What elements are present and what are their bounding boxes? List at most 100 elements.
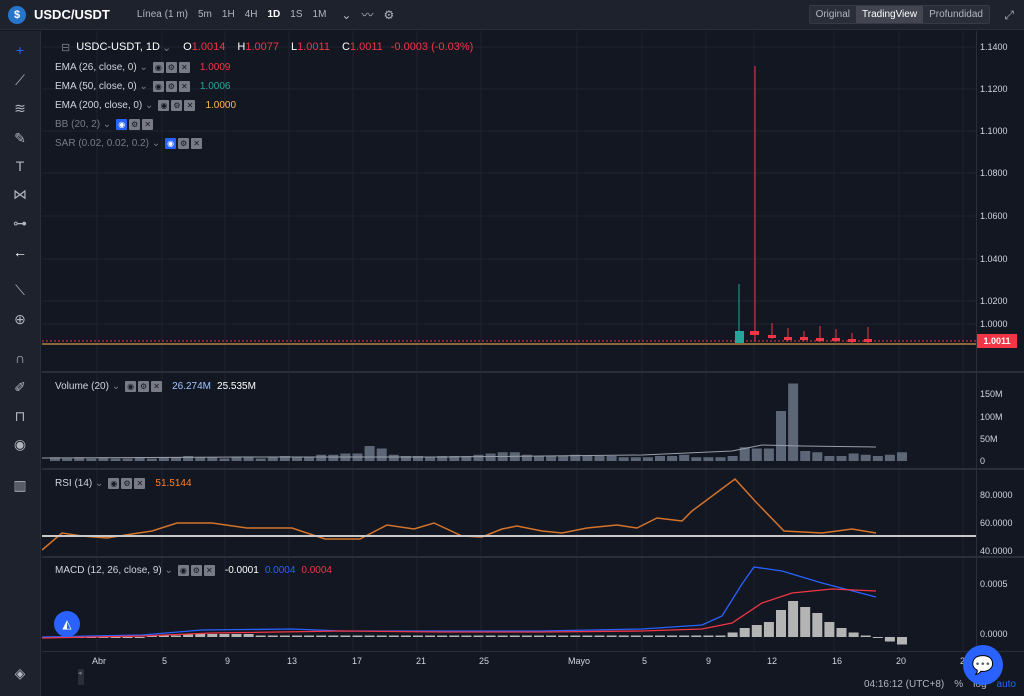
text-icon[interactable]: T [15, 158, 25, 174]
settings-gear-icon[interactable]: ⚙ [383, 7, 395, 22]
magnet-icon[interactable]: ∩ [14, 350, 26, 366]
eye-icon[interactable]: ◉ [152, 81, 164, 92]
eye-off-icon[interactable]: ◉ [165, 138, 177, 149]
pattern-icon[interactable]: ⋈ [13, 186, 27, 202]
time-tick: 20 [896, 656, 907, 666]
eye-icon[interactable]: ◉ [125, 381, 137, 392]
chart-type-icon[interactable]: 〰 [361, 8, 374, 22]
macd-histogram-bar [582, 635, 593, 637]
brush-icon[interactable]: ✎ [14, 130, 26, 146]
eye-icon[interactable]: ◉ [13, 436, 27, 452]
gear-icon[interactable]: ⚙ [178, 138, 190, 149]
eye-icon[interactable]: ◉ [177, 565, 189, 576]
macd-histogram-bar [800, 607, 811, 637]
measure-icon[interactable]: ⊶ [13, 215, 27, 231]
fullscreen-icon[interactable]: ⤢ [1004, 8, 1014, 22]
chevron-down-icon[interactable]: ⌄ [341, 7, 352, 22]
time-axis[interactable] [42, 651, 1024, 675]
volume-bar [376, 448, 387, 461]
volume-legend[interactable]: Volume (20) ⌄ ◉ ⚙ ✕ 26.274M 25.535M [55, 381, 256, 392]
macd-histogram-bar [267, 635, 278, 637]
interval-4h[interactable]: 4H [244, 9, 258, 20]
expand-toolbar-icon[interactable]: ◂ [78, 669, 84, 685]
gear-icon[interactable]: ⚙ [138, 381, 150, 392]
indicator-ema-200[interactable]: EMA (200, close, 0) ⌄ ◉ ⚙ ✕ 1.0000 [55, 100, 236, 111]
close-icon[interactable]: ✕ [142, 119, 154, 130]
gear-icon[interactable]: ⚙ [165, 81, 177, 92]
interval-1m-month[interactable]: 1M [312, 9, 327, 20]
chevron-down-icon[interactable]: ⌄ [136, 81, 148, 92]
volume-bar [606, 456, 617, 461]
gear-icon[interactable]: ⚙ [165, 62, 177, 73]
gear-icon[interactable]: ⚙ [190, 565, 202, 576]
macd-histogram-bar [171, 635, 181, 637]
indicator-sar[interactable]: SAR (0.02, 0.02, 0.2) ⌄ ◉ ⚙ ✕ [55, 138, 204, 149]
price-axis[interactable] [976, 31, 1024, 651]
indicator-ema-50[interactable]: EMA (50, close, 0) ⌄ ◉ ⚙ ✕ 1.0006 [55, 81, 230, 92]
chart-canvas[interactable] [42, 31, 1024, 696]
close-icon[interactable]: ✕ [151, 381, 163, 392]
view-original[interactable]: Original [809, 6, 857, 23]
trendline-icon[interactable]: ⟋ [15, 72, 25, 88]
fib-icon[interactable]: ≋ [14, 100, 26, 116]
interval-1w[interactable]: 1S [290, 9, 303, 20]
symbol-selector[interactable]: $ USDC/USDT [8, 5, 110, 24]
chevron-down-icon[interactable]: ⌄ [92, 478, 104, 489]
indicator-ema-26[interactable]: EMA (26, close, 0) ⌄ ◉ ⚙ ✕ 1.0009 [55, 62, 230, 73]
trash-icon[interactable]: ▥ [13, 477, 27, 493]
eye-icon[interactable]: ◉ [108, 478, 120, 489]
interval-1d[interactable]: 1D [267, 9, 281, 20]
interval-line-1m[interactable]: Línea (1 m) [136, 9, 188, 20]
macd-histogram-bar [110, 637, 121, 638]
gear-icon[interactable]: ⚙ [171, 100, 183, 111]
gear-icon[interactable]: ⚙ [129, 119, 141, 130]
chevron-down-icon[interactable]: ⌄ [148, 138, 161, 149]
percent-toggle[interactable]: % [954, 679, 964, 690]
rsi-legend[interactable]: RSI (14) ⌄ ◉ ⚙ ✕ 51.5144 [55, 478, 192, 489]
indicator-actions: ◉ ⚙ ✕ [152, 62, 192, 73]
volume-bar [521, 454, 532, 461]
close-icon[interactable]: ✕ [184, 100, 196, 111]
eye-icon[interactable]: ◉ [158, 100, 170, 111]
chevron-down-icon[interactable]: ⌄ [161, 565, 173, 576]
macd-legend[interactable]: MACD (12, 26, close, 9) ⌄ ◉ ⚙ ✕ -0.0001 0.… [55, 565, 332, 576]
interval-5m[interactable]: 5m [197, 9, 212, 20]
chevron-down-icon[interactable]: ⌄ [136, 62, 148, 73]
macd-histogram-bar [739, 628, 750, 637]
chevron-down-icon[interactable]: ⌄ [100, 119, 112, 130]
eye-off-icon[interactable]: ◉ [116, 119, 128, 130]
indicator-label: EMA (50, close, 0) [55, 81, 137, 92]
chevron-down-icon[interactable]: ⌄ [161, 42, 172, 54]
crosshair-icon[interactable]: + [15, 42, 25, 58]
zoom-icon[interactable]: ⊕ [14, 311, 26, 327]
chart-area[interactable]: 1.1400 1.1200 1.1000 1.0800 1.0600 1.040… [42, 31, 1024, 696]
close-icon[interactable]: ✕ [178, 62, 190, 73]
close-icon[interactable]: ✕ [203, 565, 215, 576]
indicator-value: 1.0006 [199, 81, 231, 92]
interval-bar: Línea (1 m) 5m 1H 4H 1D 1S 1M ⌄ 〰 ⚙ [132, 6, 394, 23]
macd-histogram-bar [812, 613, 823, 637]
view-depth[interactable]: Profundidad [923, 6, 989, 23]
eye-icon[interactable]: ◉ [152, 62, 164, 73]
macd-histogram-bar [618, 635, 629, 637]
chat-support-icon[interactable]: 💬 [963, 645, 1003, 685]
ruler-icon[interactable]: ⟍ [15, 282, 25, 298]
close-icon[interactable]: ✕ [134, 478, 146, 489]
indicator-bb[interactable]: BB (20, 2) ⌄ ◉ ⚙ ✕ [55, 119, 155, 130]
interval-1h[interactable]: 1H [221, 9, 235, 20]
layers-icon[interactable]: ◈ [14, 665, 26, 681]
volume-bar [485, 453, 496, 461]
gear-icon[interactable]: ⚙ [121, 478, 133, 489]
lock-drawing-icon[interactable]: ✐ [14, 379, 26, 395]
ohlc-legend: ⊟ USDC-USDT, 1D ⌄ O 1.0014 H 1.0077 L 1.001… [61, 41, 473, 54]
view-tradingview[interactable]: TradingView [856, 6, 924, 23]
auto-toggle[interactable]: auto [996, 679, 1016, 690]
close-icon[interactable]: ✕ [191, 138, 203, 149]
macd-histogram-bar [158, 635, 169, 637]
unlock-icon[interactable]: ⊓ [14, 408, 26, 424]
chevron-down-icon[interactable]: ⌄ [108, 381, 121, 392]
chevron-down-icon[interactable]: ⌄ [142, 100, 154, 111]
collapse-icon[interactable]: ⊟ [61, 42, 71, 54]
arrow-left-icon[interactable]: ← [13, 244, 27, 260]
close-icon[interactable]: ✕ [178, 81, 190, 92]
